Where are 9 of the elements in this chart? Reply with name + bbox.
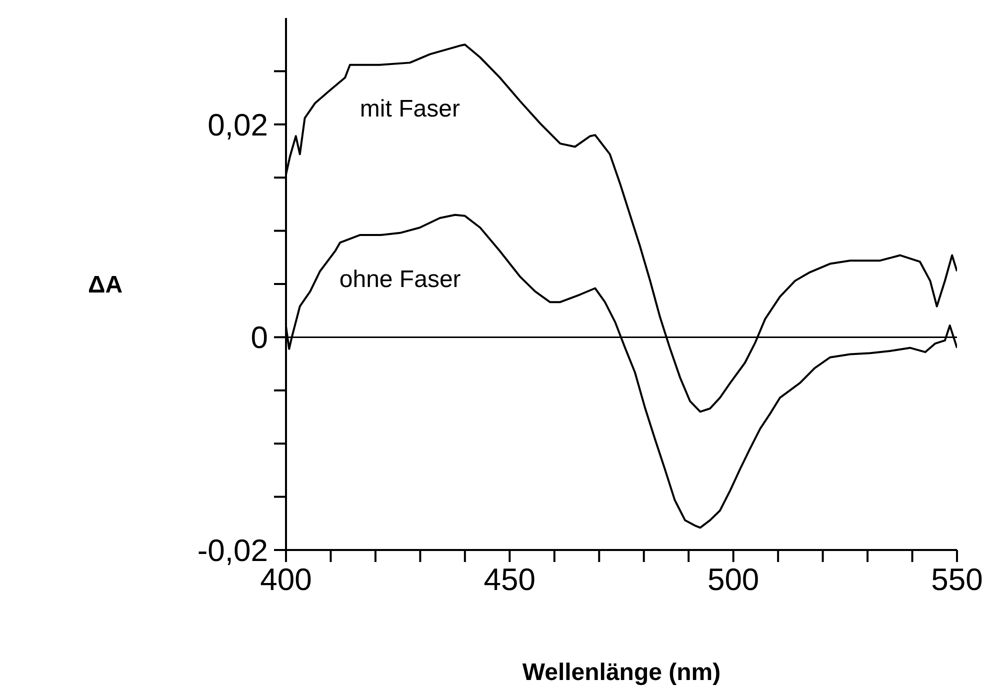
x-tick-label: 550 bbox=[931, 562, 983, 598]
series-label: ohne Faser bbox=[339, 266, 461, 293]
y-tick-label: 0,02 bbox=[208, 107, 268, 142]
x-tick-label: 500 bbox=[707, 562, 760, 598]
y-tick-label: 0 bbox=[250, 320, 268, 356]
y-axis-title: ΔA bbox=[88, 272, 123, 299]
x-tick-label: 450 bbox=[484, 562, 536, 598]
series-label: mit Faser bbox=[360, 96, 460, 123]
x-axis-title: Wellenlänge (nm) bbox=[522, 659, 721, 686]
